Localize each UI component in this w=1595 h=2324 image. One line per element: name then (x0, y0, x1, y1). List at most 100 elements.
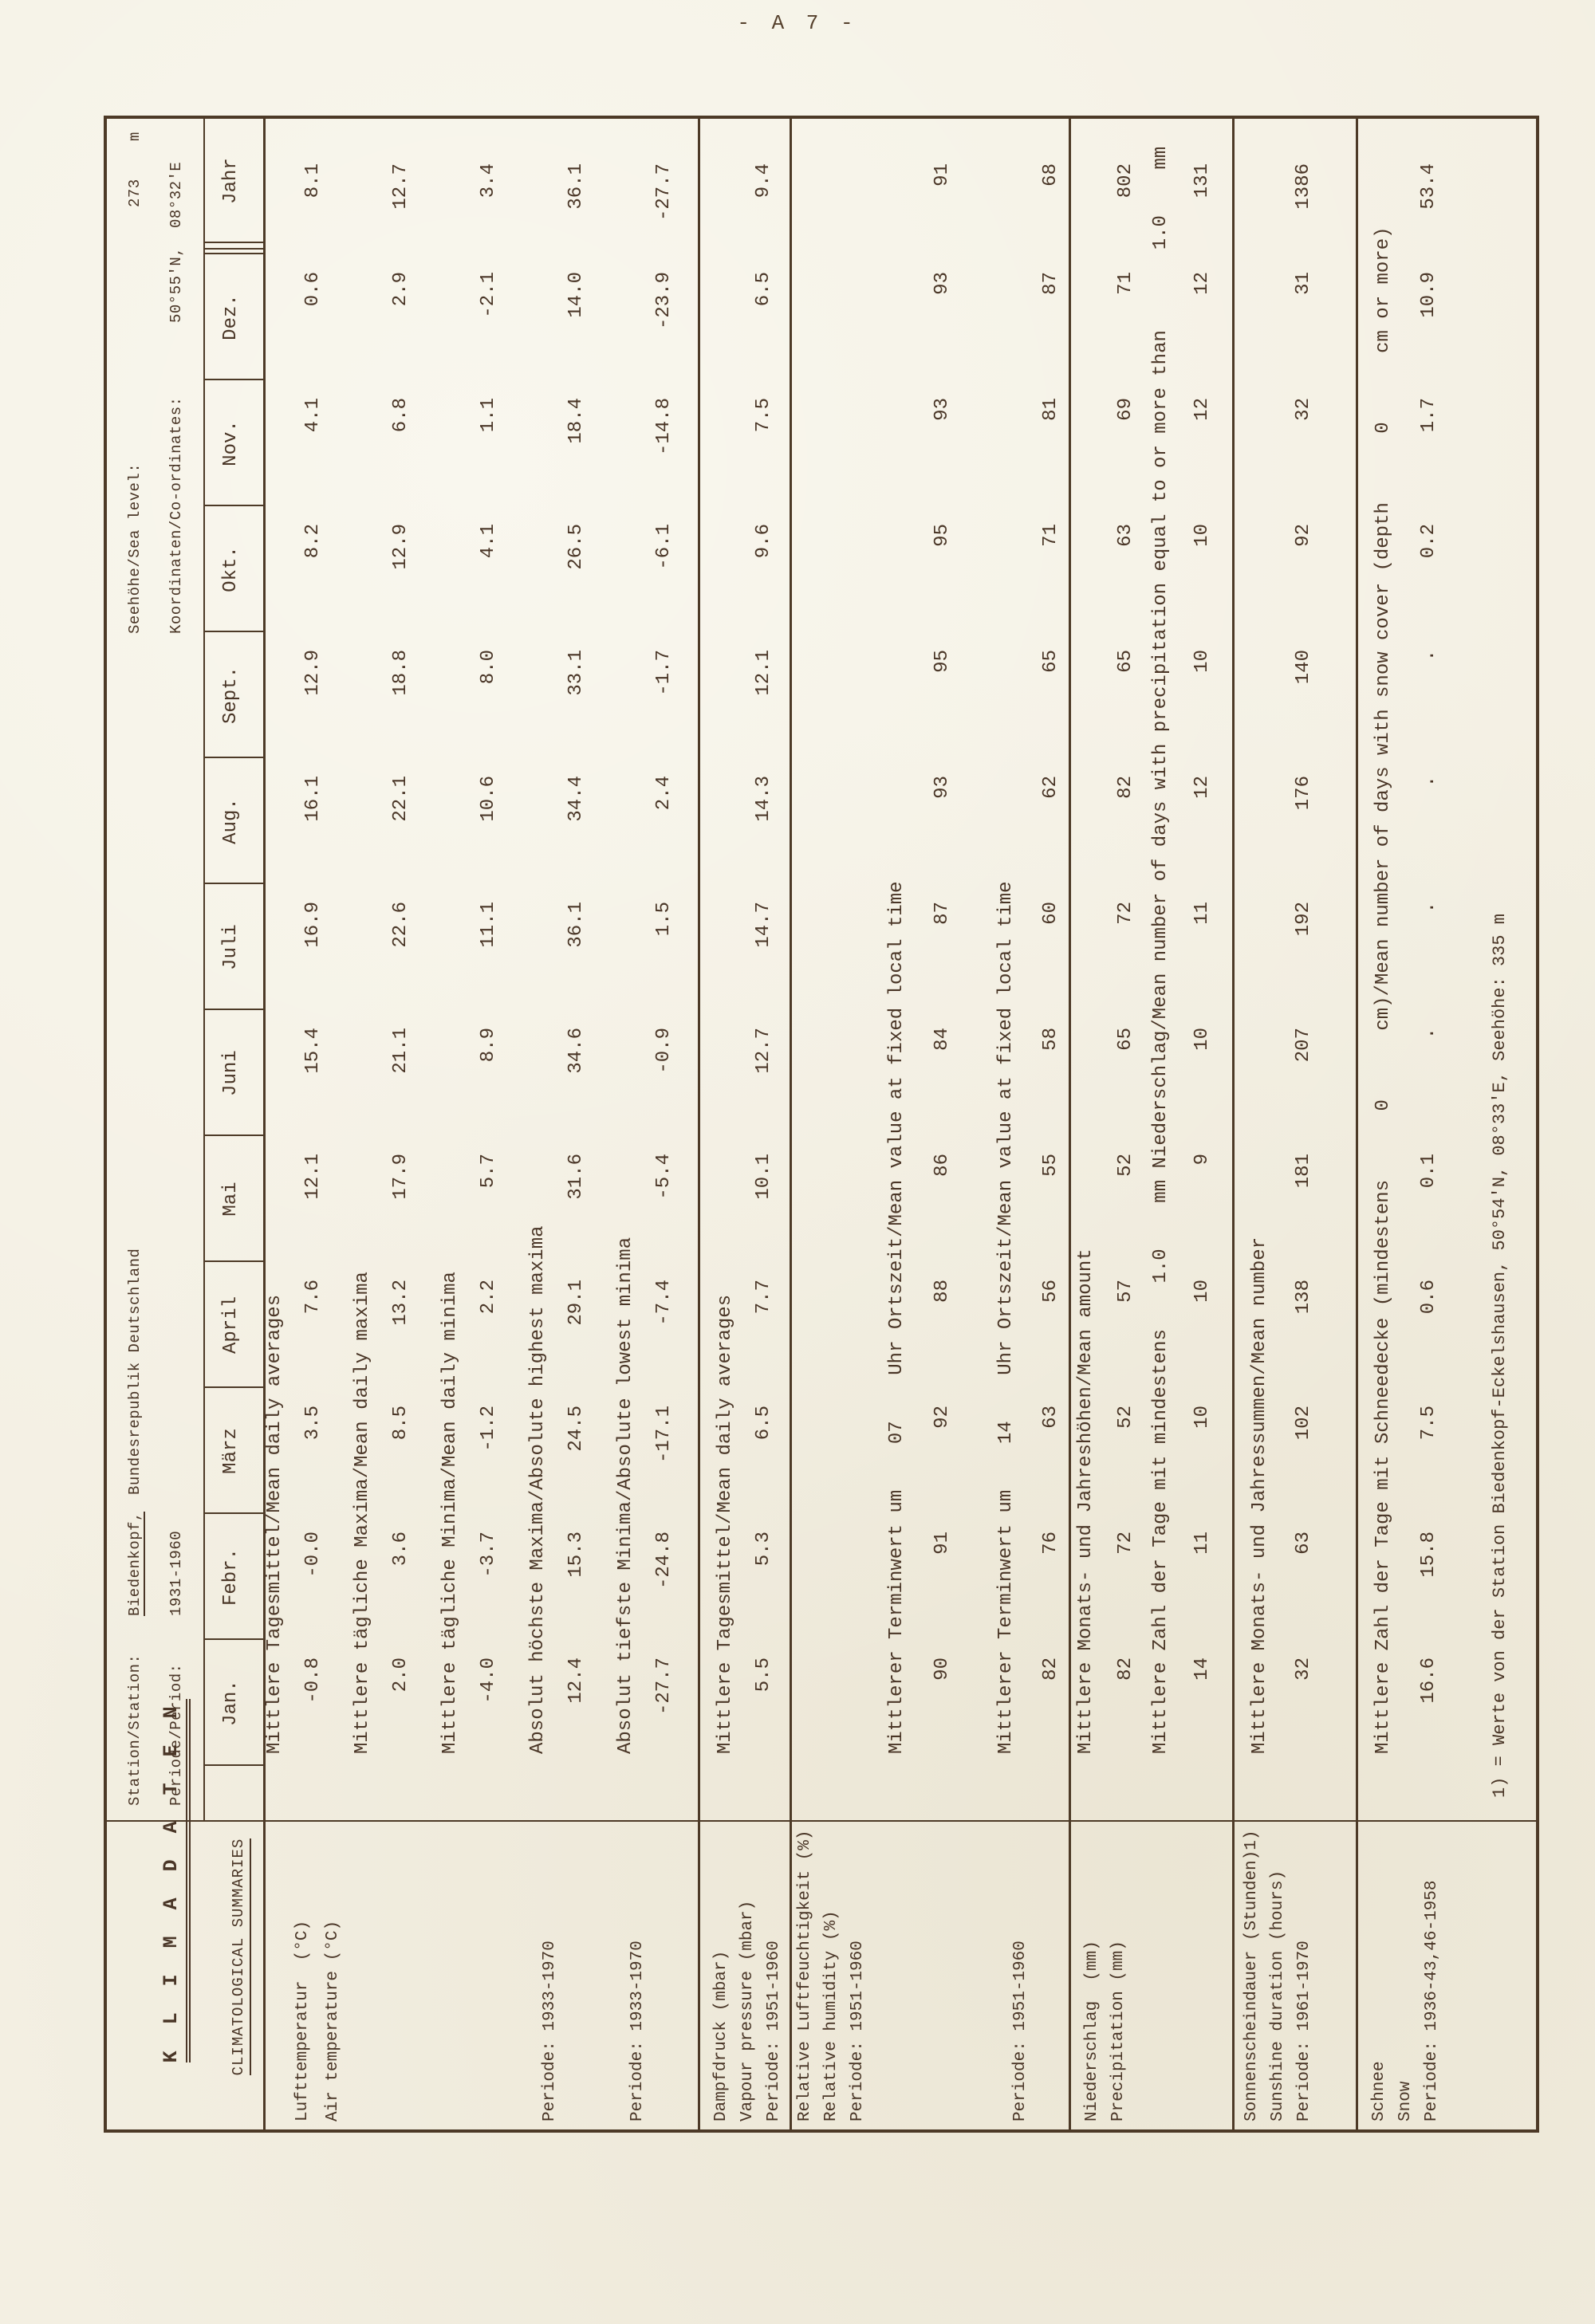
year-value: 36.1 (565, 163, 587, 210)
period-label: Periode/Period: (167, 1663, 185, 1806)
cell-value: 84 (931, 1028, 953, 1051)
cell-value: 9.6 (753, 524, 774, 559)
parameter-label: Vapour pressure (mbar) (738, 1900, 757, 2121)
cell-value: 10 (1191, 1028, 1213, 1051)
month-cell-end-rule (203, 253, 263, 254)
cell-value: 63 (1293, 1532, 1314, 1555)
cell-value: 87 (931, 902, 953, 925)
cell-value: -0.8 (302, 1657, 324, 1704)
month-header: Sept. (220, 667, 242, 725)
cell-value: 56 (1040, 1280, 1061, 1303)
cell-value: 62 (1040, 776, 1061, 799)
cell-value: 14 (1191, 1657, 1213, 1681)
cell-value: 29.1 (565, 1280, 587, 1326)
parameter-label: Relative Luftfeuchtigkeit (%) (796, 1830, 814, 2121)
block-divider-rule (1356, 116, 1358, 2133)
row-caption: Mittlere Monats- und Jahreshöhen/Mean am… (1075, 1249, 1097, 1754)
cell-value: 93 (931, 398, 953, 421)
parameter-label: Periode: 1951-1960 (849, 1941, 867, 2121)
cell-value: -2.1 (478, 272, 499, 318)
rotated-climate-table: K L I M A D A T E N CLIMATOLOGICAL SUMMA… (104, 116, 1539, 2133)
cell-value: 92 (1293, 524, 1314, 547)
cell-value: 58 (1040, 1028, 1061, 1051)
row-caption: Absolut höchste Maxima/Absolute highest … (527, 1225, 549, 1754)
cell-value: 15.8 (1418, 1532, 1439, 1578)
cell-value: 11.1 (478, 902, 499, 948)
month-header: Nov. (220, 420, 242, 466)
cell-value: 0.6 (1418, 1280, 1439, 1315)
cell-value: 10.6 (478, 776, 499, 822)
year-value: 3.4 (478, 163, 499, 199)
cell-value: 1.1 (478, 398, 499, 433)
cell-value: 16.9 (302, 902, 324, 948)
cell-value: -5.4 (653, 1154, 675, 1200)
footnote: 1) = Werte von der Station Biedenkopf-Ec… (1490, 914, 1510, 1798)
cell-value: 63 (1040, 1406, 1061, 1429)
cell-value: 55 (1040, 1154, 1061, 1177)
cell-value: 82 (1040, 1657, 1061, 1681)
cell-value: 86 (931, 1154, 953, 1177)
sea-level-value: 273 (126, 179, 144, 207)
cell-value: 69 (1115, 398, 1136, 421)
cell-value: 24.5 (565, 1406, 587, 1452)
cell-value: 72 (1115, 1532, 1136, 1555)
station-country: Bundesrepublik Deutschland (126, 1248, 144, 1495)
cell-value: 13.2 (390, 1280, 412, 1326)
cell-value: 10 (1191, 1406, 1213, 1429)
cell-value: 140 (1293, 650, 1314, 685)
cell-value: 71 (1115, 272, 1136, 295)
year-value: 68 (1040, 163, 1061, 187)
cell-value: -14.8 (653, 398, 675, 456)
cell-value: 2.4 (653, 776, 675, 811)
parameter-label: Periode: 1951-1960 (765, 1941, 783, 2121)
parameter-label: Periode: 1936-43,46-1958 (1423, 1880, 1441, 2121)
year-double-rule-a (203, 248, 263, 250)
cell-value: 21.1 (390, 1028, 412, 1074)
cell-value: 15.4 (302, 1028, 324, 1074)
cell-value: 4.1 (302, 398, 324, 433)
sea-level-unit: m (126, 132, 144, 141)
cell-value: 10 (1191, 524, 1213, 547)
month-header: Dez. (220, 294, 242, 340)
month-header: Aug. (220, 798, 242, 844)
cell-value: 22.6 (390, 902, 412, 948)
cell-value: 138 (1293, 1280, 1314, 1315)
cell-value: 5.3 (753, 1532, 774, 1567)
parameter-label: Precipitation (mm) (1109, 1941, 1128, 2121)
cell-value: 0.1 (1418, 1154, 1439, 1189)
row-caption: Mittlerer Terminwert um 14 Uhr Ortszeit/… (995, 881, 1017, 1754)
cell-value: 1.5 (653, 902, 675, 937)
row-caption: Mittlere Monats- und Jahressummen/Mean n… (1249, 1237, 1270, 1754)
cell-value: . (1418, 776, 1439, 788)
row-caption: Mittlere Zahl der Tage mit Schneedecke (… (1372, 226, 1394, 1754)
labels-column-rule (104, 1820, 1539, 1822)
cell-value: . (1418, 1028, 1439, 1040)
cell-value: 88 (931, 1280, 953, 1303)
cell-value: -4.0 (478, 1657, 499, 1704)
row-caption: Mittlere Zahl der Tage mit mindestens 1.… (1150, 146, 1172, 1754)
cell-value: 31.6 (565, 1154, 587, 1200)
month-header: Juni (220, 1050, 242, 1096)
month-header: Febr. (220, 1548, 242, 1606)
station-label: Station/Station: (126, 1654, 144, 1806)
year-value: 91 (931, 163, 953, 187)
cell-value: 52 (1115, 1154, 1136, 1177)
block-divider-rule (698, 116, 700, 2133)
year-value: 131 (1191, 163, 1213, 199)
row-caption: Mittlere Tagesmittel/Mean daily averages (715, 1294, 736, 1754)
cell-value: 95 (931, 524, 953, 547)
cell-value: 65 (1115, 650, 1136, 673)
cell-value: 8.0 (478, 650, 499, 685)
parameter-label: Periode: 1933-1970 (541, 1941, 559, 2121)
cell-value: 92 (931, 1406, 953, 1429)
cell-value: 60 (1040, 902, 1061, 925)
cell-value: -3.7 (478, 1532, 499, 1578)
row-caption: Mittlere Tagesmittel/Mean daily averages (264, 1294, 286, 1754)
cell-value: 14.7 (753, 902, 774, 948)
cell-value: 57 (1115, 1280, 1136, 1303)
station-name: Biedenkopf, (126, 1512, 145, 1616)
cell-value: -1.2 (478, 1406, 499, 1452)
page-number: - A 7 - (737, 11, 858, 35)
cell-value: -27.7 (653, 1657, 675, 1716)
